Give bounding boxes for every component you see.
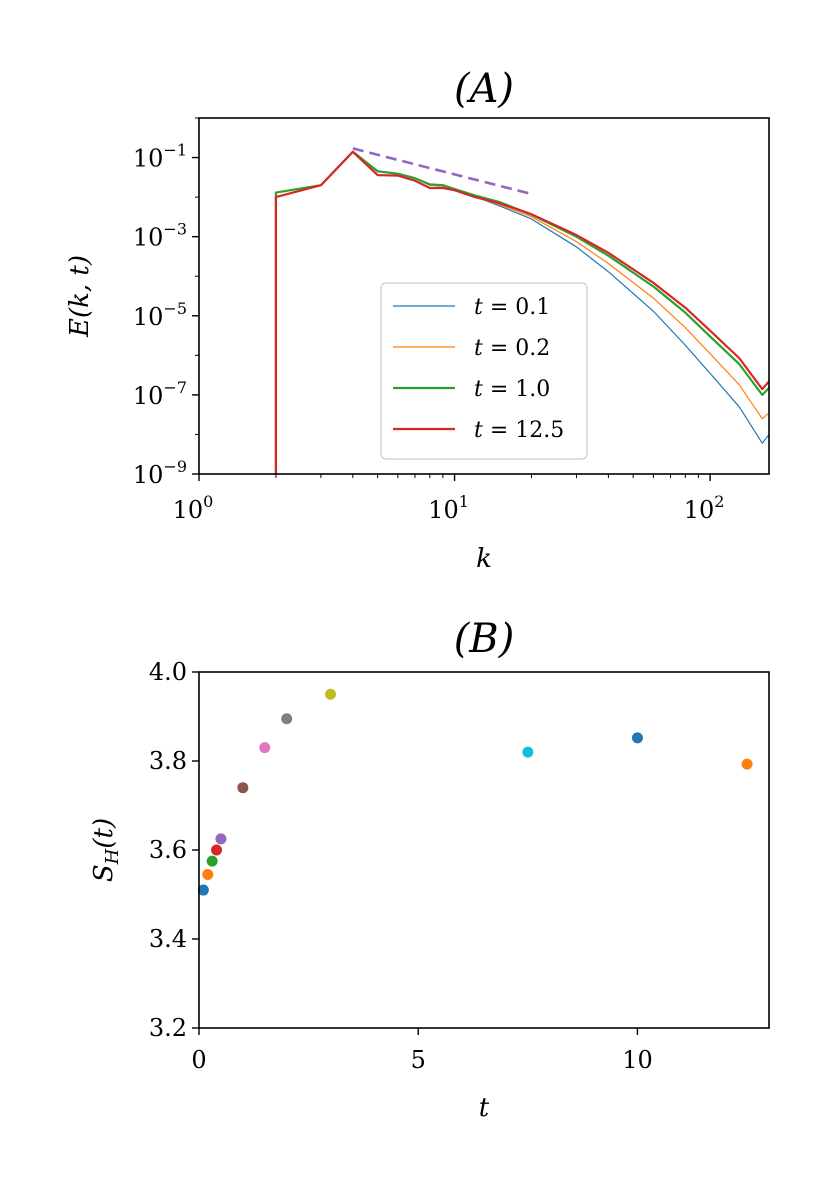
b-y-tick-label: 3.8 [149, 747, 187, 775]
a-y-tick-label: 10−9 [133, 457, 187, 489]
scatter-point-6 [259, 742, 271, 754]
legend-label-2: t = 1.0 [474, 377, 550, 402]
panel-a: (A) 100 101 102 10−9 10−7 10−5 10−3 10−1 k E(k… [65, 66, 770, 574]
scatter-point-0 [197, 884, 209, 896]
reference-slope-line [352, 147, 532, 196]
b-y-tick-label: 3.4 [149, 925, 187, 953]
panel-a-legend: t = 0.1 t = 0.2 t = 1.0 t = 12.5 [380, 282, 588, 460]
panel-b-x-ticks: 0 5 10 [191, 1028, 653, 1074]
scatter-point-5 [237, 782, 249, 794]
panel-a-x-ticks: 100 101 102 [173, 474, 725, 524]
b-x-tick-label: 10 [622, 1046, 653, 1074]
b-y-tick-label: 3.2 [149, 1014, 187, 1042]
panel-a-title: (A) [454, 66, 514, 112]
scatter-point-3 [211, 844, 223, 856]
legend-label-3: t = 12.5 [474, 418, 564, 443]
a-x-tick-label: 101 [428, 492, 469, 524]
legend-box [380, 282, 588, 460]
series-line-3 [274, 150, 769, 474]
panel-b-frame [198, 671, 770, 1029]
scatter-point-7 [281, 713, 293, 725]
b-y-tick-label: 4.0 [149, 658, 187, 686]
a-y-tick-label: 10−5 [133, 299, 187, 331]
legend-label-1: t = 0.2 [474, 336, 550, 361]
scatter-point-11 [741, 758, 753, 770]
scatter-point-8 [325, 688, 337, 700]
panel-b: (B) 0 5 10 3.2 3.4 3.6 3.8 4.0 t SH(t) [89, 616, 770, 1123]
panel-a-y-ticks: 10−9 10−7 10−5 10−3 10−1 [133, 117, 199, 489]
legend-label-0: t = 0.1 [474, 295, 550, 320]
panel-a-y-label: E(k, t) [65, 255, 95, 338]
panel-b-y-ticks: 3.2 3.4 3.6 3.8 4.0 [149, 658, 199, 1042]
b-y-tick-label: 3.6 [149, 836, 187, 864]
panel-b-x-label: t [479, 1093, 490, 1123]
panel-a-x-label: k [476, 544, 492, 574]
a-x-tick-label: 102 [684, 492, 725, 524]
b-x-tick-label: 5 [411, 1046, 426, 1074]
panel-b-y-label: SH(t) [89, 818, 123, 882]
panel-b-plot-area [197, 688, 753, 896]
b-x-tick-label: 0 [191, 1046, 206, 1074]
scatter-point-1 [202, 868, 214, 880]
a-y-tick-label: 10−1 [133, 141, 187, 173]
panel-b-title: (B) [454, 616, 515, 662]
a-y-tick-label: 10−3 [133, 220, 187, 252]
scatter-point-2 [206, 855, 218, 867]
a-y-tick-label: 10−7 [133, 378, 187, 410]
scatter-point-9 [522, 746, 534, 758]
panel-a-plot-area [274, 147, 769, 474]
scatter-point-4 [215, 833, 227, 845]
panel-a-frame [198, 117, 770, 475]
a-x-tick-label: 100 [173, 492, 214, 524]
scatter-point-10 [631, 732, 643, 744]
